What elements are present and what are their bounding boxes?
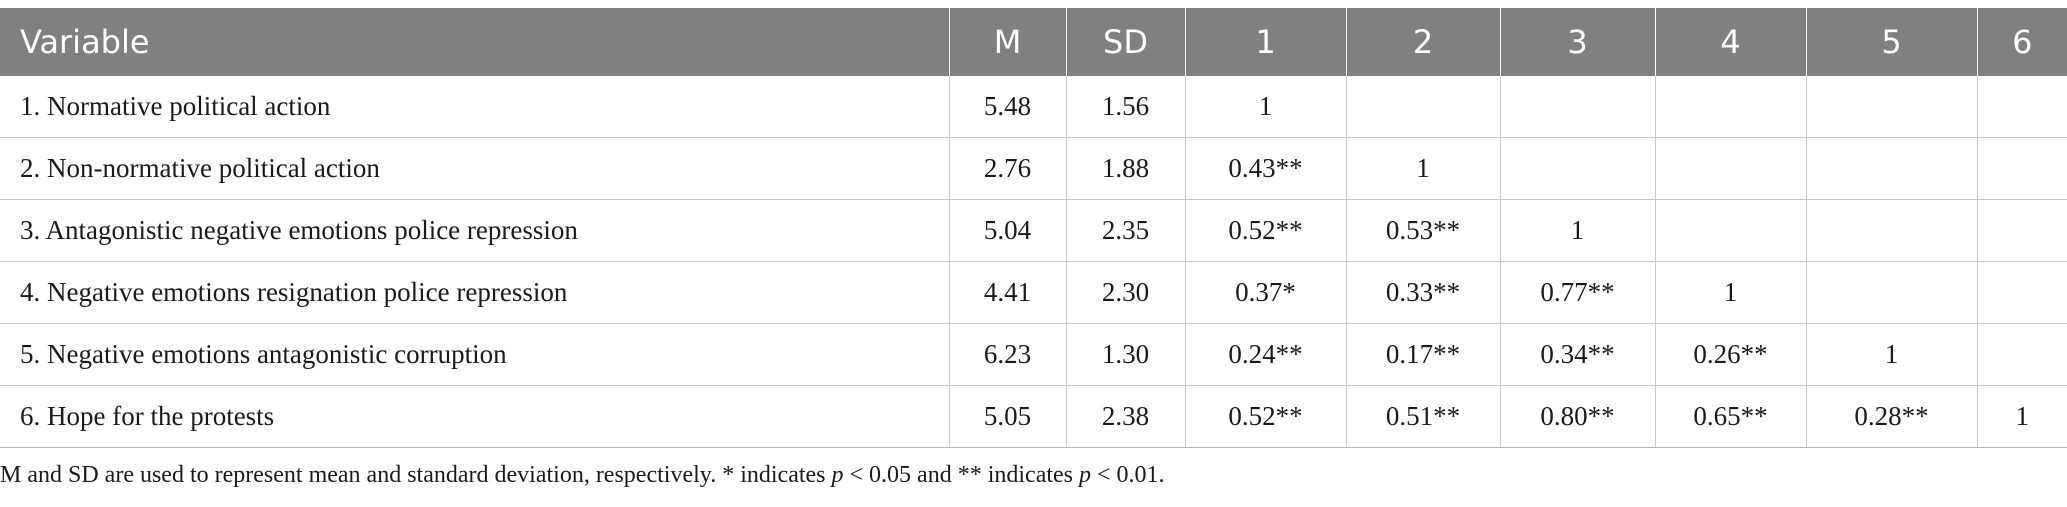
corr-cell-4: 0.65**	[1655, 385, 1807, 448]
corr-cell-4	[1655, 199, 1807, 262]
correlation-table-container: Variable M SD 1 2 3 4 5 6 1. Normative p…	[0, 8, 2067, 448]
corr-cell-4: 0.26**	[1655, 323, 1807, 386]
mean-cell: 5.48	[949, 76, 1067, 138]
corr-cell-6	[1977, 261, 2067, 324]
corr-cell-3	[1500, 137, 1656, 200]
mean-cell: 5.04	[949, 199, 1067, 262]
header-cell-m: M	[949, 8, 1067, 76]
corr-cell-5: 1	[1806, 323, 1978, 386]
sd-cell: 1.30	[1066, 323, 1186, 386]
header-cell-5: 5	[1806, 8, 1978, 76]
corr-cell-2: 0.17**	[1346, 323, 1501, 386]
header-cell-1: 1	[1185, 8, 1347, 76]
corr-cell-1: 0.24**	[1185, 323, 1347, 386]
corr-cell-5	[1806, 199, 1978, 262]
corr-cell-2: 1	[1346, 137, 1501, 200]
variable-cell: 3. Antagonistic negative emotions police…	[0, 199, 950, 262]
table-row: 1. Normative political action 5.48 1.56 …	[0, 76, 2067, 138]
corr-cell-1: 0.52**	[1185, 199, 1347, 262]
corr-cell-1: 1	[1185, 76, 1347, 138]
corr-cell-6	[1977, 76, 2067, 138]
sd-cell: 2.30	[1066, 261, 1186, 324]
footnote-text-3: < 0.01.	[1091, 462, 1165, 488]
header-cell-6: 6	[1977, 8, 2067, 76]
header-cell-sd: SD	[1066, 8, 1186, 76]
corr-cell-1: 0.52**	[1185, 385, 1347, 448]
sd-cell: 2.38	[1066, 385, 1186, 448]
corr-cell-4: 1	[1655, 261, 1807, 324]
corr-cell-5	[1806, 261, 1978, 324]
corr-cell-1: 0.37*	[1185, 261, 1347, 324]
table-row: 5. Negative emotions antagonistic corrup…	[0, 323, 2067, 386]
corr-cell-3: 0.77**	[1500, 261, 1656, 324]
corr-cell-5: 0.28**	[1806, 385, 1978, 448]
header-cell-4: 4	[1655, 8, 1807, 76]
corr-cell-2: 0.51**	[1346, 385, 1501, 448]
mean-cell: 2.76	[949, 137, 1067, 200]
footnote-text-1: M and SD are used to represent mean and …	[0, 462, 832, 488]
table-row: 2. Non-normative political action 2.76 1…	[0, 137, 2067, 200]
variable-cell: 5. Negative emotions antagonistic corrup…	[0, 323, 950, 386]
footnote-text-2: < 0.05 and ** indicates	[843, 462, 1080, 488]
corr-cell-3: 0.80**	[1500, 385, 1656, 448]
header-cell-variable: Variable	[0, 8, 950, 76]
footnote-p-symbol-2: p	[1079, 462, 1092, 488]
corr-cell-2: 0.53**	[1346, 199, 1501, 262]
corr-cell-6	[1977, 199, 2067, 262]
corr-cell-6	[1977, 137, 2067, 200]
corr-cell-6	[1977, 323, 2067, 386]
corr-cell-3	[1500, 76, 1656, 138]
table-row: 3. Antagonistic negative emotions police…	[0, 199, 2067, 262]
corr-cell-1: 0.43**	[1185, 137, 1347, 200]
corr-cell-2	[1346, 76, 1501, 138]
corr-cell-5	[1806, 137, 1978, 200]
footnote-p-symbol-1: p	[831, 462, 844, 488]
mean-cell: 5.05	[949, 385, 1067, 448]
table-footnote: M and SD are used to represent mean and …	[0, 462, 1165, 489]
corr-cell-6: 1	[1977, 385, 2067, 448]
sd-cell: 2.35	[1066, 199, 1186, 262]
variable-cell: 4. Negative emotions resignation police …	[0, 261, 950, 324]
header-cell-2: 2	[1346, 8, 1501, 76]
corr-cell-3: 0.34**	[1500, 323, 1656, 386]
mean-cell: 4.41	[949, 261, 1067, 324]
header-cell-3: 3	[1500, 8, 1656, 76]
corr-cell-3: 1	[1500, 199, 1656, 262]
corr-cell-4	[1655, 76, 1807, 138]
variable-cell: 6. Hope for the protests	[0, 385, 950, 448]
variable-cell: 1. Normative political action	[0, 76, 950, 138]
table-row: 4. Negative emotions resignation police …	[0, 261, 2067, 324]
corr-cell-4	[1655, 137, 1807, 200]
table-row: 6. Hope for the protests 5.05 2.38 0.52*…	[0, 385, 2067, 448]
sd-cell: 1.56	[1066, 76, 1186, 138]
corr-cell-5	[1806, 76, 1978, 138]
header-row: Variable M SD 1 2 3 4 5 6	[0, 8, 2067, 76]
correlation-table: Variable M SD 1 2 3 4 5 6 1. Normative p…	[0, 8, 2067, 448]
variable-cell: 2. Non-normative political action	[0, 137, 950, 200]
corr-cell-2: 0.33**	[1346, 261, 1501, 324]
sd-cell: 1.88	[1066, 137, 1186, 200]
mean-cell: 6.23	[949, 323, 1067, 386]
